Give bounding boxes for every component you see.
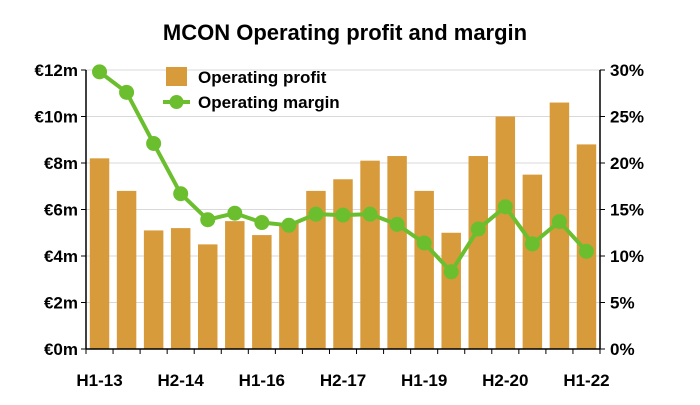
marker-operating-margin: [524, 236, 540, 252]
marker-operating-margin: [470, 221, 486, 237]
bar-operating-profit: [143, 230, 164, 349]
chart-title: MCON Operating profit and margin: [163, 20, 527, 45]
bar-series: [89, 102, 597, 349]
marker-operating-margin: [362, 206, 378, 222]
legend-label-operating-margin: Operating margin: [198, 93, 340, 112]
bar-operating-profit: [522, 174, 543, 349]
y-left-tick-label: €8m: [44, 154, 78, 173]
x-tick-label: H2-20: [482, 371, 528, 390]
x-tick-label: H1-16: [239, 371, 285, 390]
y-right-tick-label: 0%: [610, 340, 635, 359]
marker-operating-margin: [92, 64, 108, 80]
x-tick-label: H1-13: [76, 371, 122, 390]
bar-operating-profit: [89, 158, 110, 349]
marker-operating-margin: [416, 235, 432, 251]
marker-operating-margin: [578, 243, 594, 259]
marker-operating-margin: [173, 186, 189, 202]
marker-operating-margin: [254, 215, 270, 231]
line-series: [92, 64, 594, 280]
marker-operating-margin: [551, 214, 567, 230]
bar-operating-profit: [252, 235, 272, 349]
x-tick-label: H2-17: [320, 371, 366, 390]
y-right-tick-label: 20%: [610, 154, 644, 173]
bar-operating-profit: [279, 223, 299, 349]
y-right-tick-label: 10%: [610, 247, 644, 266]
bar-operating-profit: [468, 156, 489, 349]
marker-operating-margin: [119, 84, 135, 100]
marker-operating-margin: [389, 216, 405, 232]
bar-operating-profit: [197, 244, 218, 349]
marker-operating-margin: [146, 135, 162, 151]
bar-operating-profit: [360, 160, 380, 349]
bar-operating-profit: [170, 228, 191, 349]
y-left-tick-label: €2m: [44, 294, 78, 313]
legend-label-operating-profit: Operating profit: [198, 68, 327, 87]
bar-operating-profit: [495, 116, 516, 349]
marker-operating-margin: [227, 205, 243, 221]
x-tick-label: H2-14: [158, 371, 205, 390]
bar-operating-profit: [116, 190, 137, 349]
y-right-tick-label: 5%: [610, 294, 635, 313]
legend: Operating profit Operating margin: [163, 67, 340, 112]
axes: €0m 0% €2m 5% €4m 10% €6m 15% €8m 20% €10m 25% €12m 3…: [35, 61, 645, 390]
marker-operating-margin: [443, 264, 459, 280]
bar-operating-profit: [441, 232, 461, 349]
legend-swatch-operating-profit: [166, 67, 187, 86]
y-left-tick-label: €10m: [35, 108, 78, 127]
x-tick-label: H1-19: [401, 371, 447, 390]
legend-marker-operating-margin: [169, 95, 184, 109]
y-left-tick-label: €12m: [35, 61, 78, 80]
y-left-tick-label: €0m: [44, 340, 78, 359]
bar-operating-profit: [414, 190, 434, 349]
marker-operating-margin: [308, 206, 324, 222]
y-right-tick-label: 25%: [610, 108, 644, 127]
y-left-tick-label: €4m: [44, 247, 78, 266]
bar-operating-profit: [333, 179, 353, 349]
bar-operating-profit: [225, 221, 245, 349]
bar-operating-profit: [306, 190, 326, 349]
marker-operating-margin: [497, 199, 513, 215]
bar-operating-profit: [387, 156, 407, 349]
y-left-tick-label: €6m: [44, 201, 78, 220]
marker-operating-margin: [281, 217, 297, 233]
y-right-tick-label: 15%: [610, 201, 644, 220]
marker-operating-margin: [200, 212, 216, 228]
marker-operating-margin: [335, 207, 351, 223]
y-right-tick-label: 30%: [610, 61, 644, 80]
x-tick-label: H1-22: [563, 371, 609, 390]
